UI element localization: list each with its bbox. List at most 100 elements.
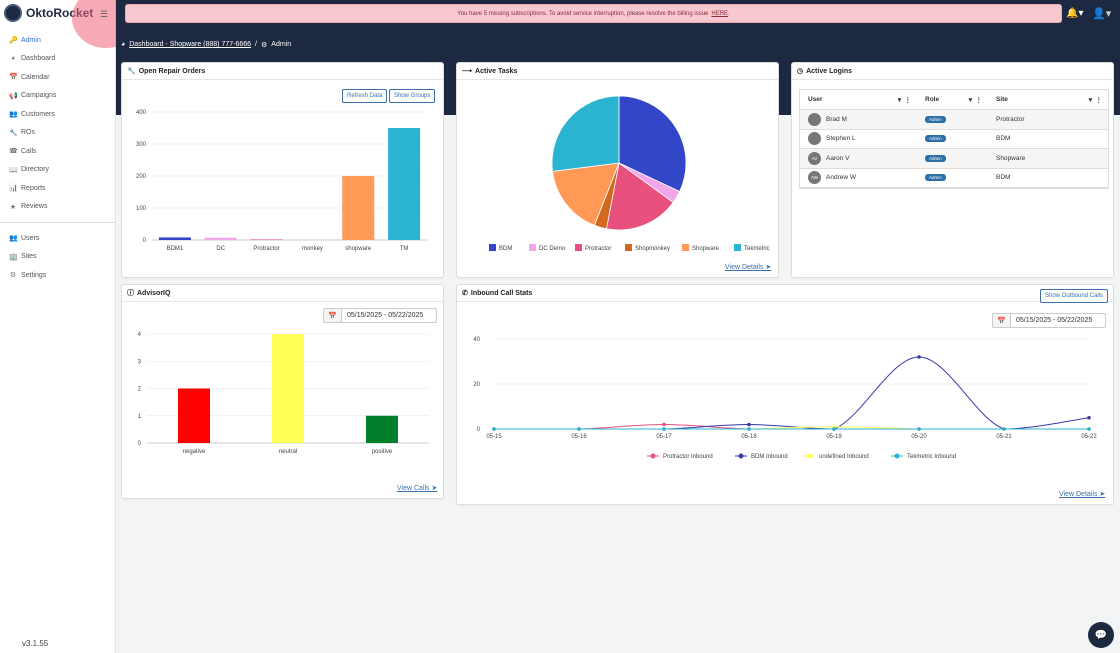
date-range-picker[interactable]: 📅 05/15/2025 - 05/22/2025 [323, 308, 437, 323]
legend-label: Protractor Inbound [663, 454, 713, 460]
role-badge: Admin [925, 154, 946, 162]
legend-label: Tekmetric Inbound [907, 454, 956, 460]
star-icon: ★ [9, 203, 17, 211]
sidebar-item-label: Calls [21, 147, 37, 155]
gear-icon: ⚙ [261, 42, 268, 49]
y-tick-label: 0 [143, 238, 147, 244]
x-tick-label: 05-16 [571, 434, 587, 440]
sidebar-item-customers[interactable]: 👥 Customers [0, 105, 115, 124]
avatar [808, 112, 821, 126]
legend-label: Tekmetric [744, 246, 770, 252]
view-calls-link[interactable]: View Calls ➤ [397, 485, 438, 492]
user-name: Andrew W [826, 174, 856, 182]
sidebar: OktoRocket ☰ 🔑 Admin ◕ Dashboard 📅 Calendar 📢 C… [0, 0, 140, 653]
phone-icon: ✆ [462, 290, 468, 297]
x-tick-label: DC [216, 246, 225, 252]
pie-slice-bdm [618, 95, 687, 193]
sidebar-item-calendar[interactable]: 📅 Calendar [0, 68, 115, 87]
y-tick-label: 2 [138, 387, 142, 393]
legend-label: DC Demo [539, 246, 566, 252]
x-tick-label: 05-21 [996, 434, 1012, 440]
x-tick-label: Protractor [253, 246, 279, 252]
bar-protractor [250, 239, 283, 240]
bar-positive [366, 415, 398, 443]
rocket-logo-icon [4, 4, 22, 22]
column-header[interactable]: User [808, 96, 823, 103]
x-tick-label: BDM1 [167, 246, 184, 252]
sidebar-item-dashboard[interactable]: ◕ Dashboard [0, 50, 115, 69]
data-point-tekmetric-inbound [1002, 427, 1006, 431]
y-tick-label: 20 [473, 382, 480, 388]
advisoriq-chart: 0 1 2 3 4 negative neutral positive [138, 332, 429, 455]
sidebar-item-label: Campaigns [21, 92, 57, 100]
breadcrumb-dashboard-link[interactable]: Dashboard - Shopware (888) 777-6666 [129, 41, 252, 48]
sidebar-item-label: Customers [21, 110, 55, 118]
site-name: BDM [996, 135, 1011, 143]
view-details-link[interactable]: View Details ➤ [1059, 491, 1106, 498]
legend-marker [738, 453, 744, 459]
alert-link[interactable]: HERE [711, 10, 729, 17]
x-tick-label: 05-19 [826, 434, 842, 440]
user-menu-icon[interactable]: 👤▾ [1092, 8, 1112, 20]
data-point-protractor-inbound [662, 422, 666, 427]
legend-swatch [529, 244, 536, 251]
filter-icon[interactable]: ▼ ⋮ [896, 96, 911, 104]
sidebar-item-settings[interactable]: ⚙ Settings [0, 266, 115, 285]
sidebar-item-calls[interactable]: ☎ Calls [0, 142, 115, 161]
bell-icon[interactable]: 🔔▾ [1066, 8, 1084, 19]
chat-icon[interactable]: 💬 [1088, 622, 1114, 648]
user-name: Aaron V [826, 154, 850, 162]
show-outbound-calls-button[interactable]: Show Outbound Calls [1040, 289, 1109, 303]
filter-icon[interactable]: ▼ ⋮ [967, 96, 982, 104]
sidebar-item-directory[interactable]: 📖 Directory [0, 161, 115, 180]
sidebar-item-label: Directory [21, 166, 50, 174]
card-title: Open Repair Orders [138, 67, 206, 75]
legend-label: Protractor [585, 246, 611, 252]
legend-label: Shopmonkey [635, 246, 670, 252]
sidebar-item-users[interactable]: 👥 Users [0, 229, 115, 248]
sidebar-item-ros[interactable]: 🔧 ROs [0, 124, 115, 143]
book-icon: 📖 [9, 166, 18, 174]
show-groups-button[interactable]: Show Groups [389, 89, 436, 103]
table-row[interactable]: AV Aaron V Admin Shopware [800, 149, 1108, 169]
legend-marker [806, 453, 812, 459]
bar-dc [204, 237, 237, 240]
sidebar-item-label: Reports [21, 184, 46, 192]
x-tick-label: 05-22 [1081, 434, 1097, 440]
refresh-data-button[interactable]: Refresh Data [342, 89, 388, 103]
phone-icon: ☎ [9, 148, 18, 156]
sidebar-item-campaigns[interactable]: 📢 Campaigns [0, 87, 115, 106]
y-tick-label: 200 [136, 174, 147, 180]
x-tick-label: TM [400, 246, 409, 252]
sidebar-item-label: Admin [21, 36, 41, 44]
table-row[interactable]: Stephen L Admin BDM [800, 130, 1108, 149]
data-point-tekmetric-inbound [917, 427, 921, 431]
app-version: v3.1.55 [22, 639, 49, 648]
table-row[interactable]: Brad M Admin Protractor [800, 110, 1108, 130]
view-details-link[interactable]: View Details ➤ [725, 264, 772, 271]
date-range-picker[interactable]: 📅 05/15/2025 - 05/22/2025 [992, 313, 1106, 328]
column-header[interactable]: Role [925, 96, 940, 103]
y-tick-label: 0 [138, 441, 142, 447]
repair-orders-card: 🔧 Open Repair Orders Refresh Data Show Gr… [121, 62, 444, 278]
sidebar-item-reports[interactable]: 📊 Reports [0, 179, 115, 198]
alert-end: . [728, 10, 730, 17]
table-row[interactable]: AW Andrew W Admin BDM [800, 169, 1108, 188]
sidebar-item-reviews[interactable]: ★ Reviews [0, 198, 115, 217]
inbound-call-stats-card: ✆ Inbound Call Stats Show Outbound Calls … [456, 284, 1114, 505]
sidebar-item-label: Reviews [21, 203, 48, 211]
sidebar-item-label: Calendar [21, 73, 50, 81]
legend-label: undefined Inbound [819, 454, 869, 460]
x-tick-label: neutral [279, 449, 297, 455]
user-name: Stephen L [826, 135, 856, 143]
site-name: Shopware [996, 154, 1026, 162]
sidebar-item-label: ROs [21, 129, 35, 137]
sidebar-item-sites[interactable]: 🏢 Sites [0, 248, 115, 267]
filter-icon[interactable]: ▼ ⋮ [1087, 96, 1102, 104]
hamburger-menu-icon[interactable]: ☰ [100, 9, 109, 19]
card-title: Active Logins [806, 67, 853, 75]
avatar: AV [808, 151, 821, 165]
sidebar-item-label: Settings [21, 271, 47, 279]
column-header[interactable]: Site [996, 96, 1008, 103]
sidebar-item-admin[interactable]: 🔑 Admin [0, 31, 115, 50]
